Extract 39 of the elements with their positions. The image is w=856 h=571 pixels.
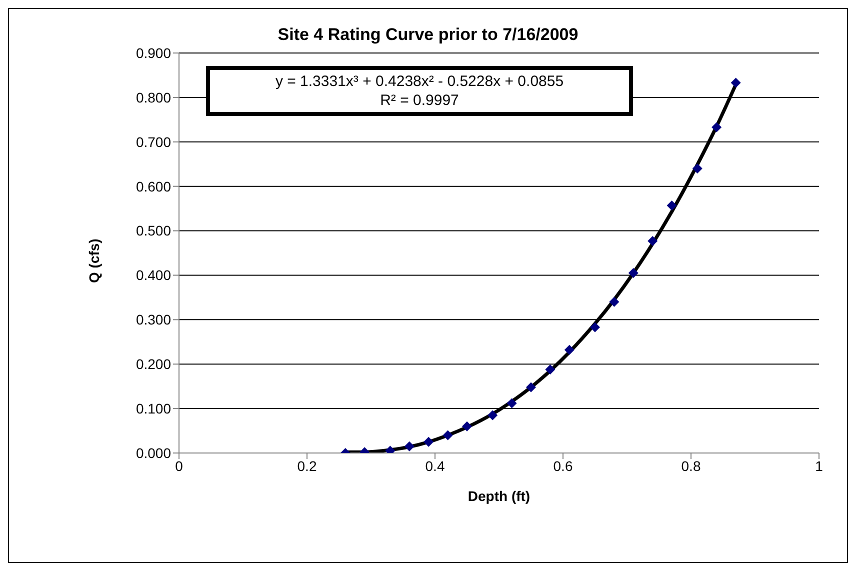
y-tick-label: 0.100 xyxy=(136,400,172,417)
annotation: R² = 0.9997 xyxy=(379,91,460,110)
point xyxy=(609,296,620,307)
y-tick-label: 0.400 xyxy=(136,267,172,284)
point xyxy=(545,364,556,374)
point xyxy=(506,398,517,408)
point xyxy=(648,236,658,246)
chart-title: Site 4 Rating Curve prior to 7/16/2009 xyxy=(276,25,580,45)
y-axis-title: Q (cfs) xyxy=(86,238,102,283)
y-tick-label: 0.300 xyxy=(136,312,172,328)
point xyxy=(712,122,722,132)
text-box: y = 1.3331x³ + 0.4238x² - 0.5228x + 0.0855 R² = 0.9997 xyxy=(206,66,633,116)
point xyxy=(424,436,434,447)
point xyxy=(692,164,702,174)
point xyxy=(730,78,741,88)
x-tick-label: 0.8 xyxy=(681,458,701,474)
y-tick-label: 0.900 xyxy=(136,44,172,61)
point xyxy=(462,421,472,432)
point xyxy=(526,382,536,392)
y-tick-label: 0.500 xyxy=(136,222,172,239)
x-axis-title: Depth (ft) xyxy=(468,488,530,504)
point xyxy=(666,200,677,210)
x-tick-label: 0.6 xyxy=(553,458,573,474)
x-tick-label: 1 xyxy=(815,458,824,474)
y-tick-label: 0.600 xyxy=(136,178,172,194)
y-tick-label: 0.200 xyxy=(136,356,172,372)
y-tick-label: 0.000 xyxy=(136,444,172,461)
point xyxy=(590,322,600,332)
point xyxy=(564,344,574,355)
y-tick-label: 0.800 xyxy=(136,89,172,106)
x-tick-label: 0.2 xyxy=(297,458,317,474)
point xyxy=(488,410,498,420)
point xyxy=(442,430,453,440)
annotation: y = 1.3331x³ + 0.4238x² - 0.5228x + 0.0855 xyxy=(274,72,565,91)
point xyxy=(628,268,638,278)
point xyxy=(404,441,414,452)
x-tick-label: 0 xyxy=(175,458,184,474)
x-tick-label: 0.4 xyxy=(425,458,445,474)
y-tick-label: 0.700 xyxy=(136,134,172,150)
